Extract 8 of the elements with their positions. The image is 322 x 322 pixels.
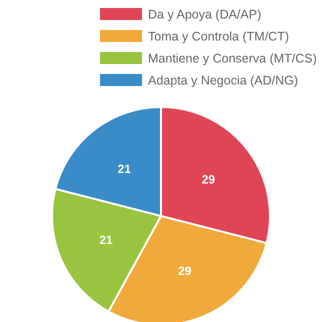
legend-label: Mantiene y Conserva (MT/CS) [148, 52, 317, 66]
data-label: 21 [118, 162, 132, 176]
legend-label: Adapta y Negocia (AD/NG) [148, 74, 298, 88]
data-label: 29 [178, 264, 192, 278]
data-label: 29 [202, 172, 216, 186]
legend-label: Da y Apoya (DA/AP) [148, 8, 262, 22]
legend-label: Toma y Controla (TM/CT) [148, 30, 289, 44]
data-label: 21 [99, 233, 113, 248]
